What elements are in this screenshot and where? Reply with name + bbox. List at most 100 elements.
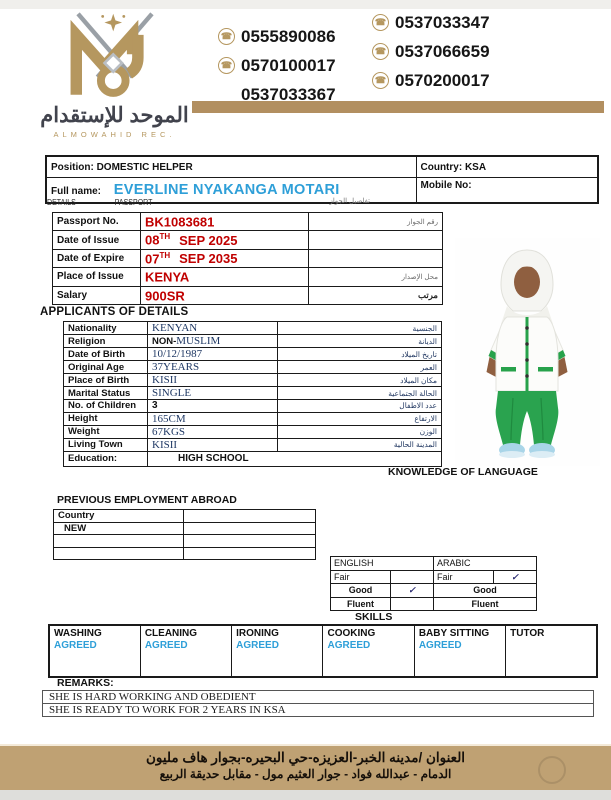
passport-caption: DETAILS PASSPORT xyxy=(47,198,399,211)
top-edge-strip xyxy=(0,0,611,9)
applicants-heading: APPLICANTS OF DETAILS xyxy=(40,306,189,318)
gold-divider-bar xyxy=(192,101,604,113)
phone-list-left: ☎ 0555890086 ☎ 0570100017 ☎ 0537033367 xyxy=(218,22,336,109)
position-value: DOMESTIC HELPER xyxy=(96,161,193,173)
skill-status: AGREED xyxy=(144,640,188,651)
table-row xyxy=(53,546,316,560)
table-row: Education: HIGH SCHOOL xyxy=(63,450,442,467)
table-row: Fair ✓ xyxy=(433,569,538,584)
table-row: Fluent xyxy=(330,596,435,611)
table-row: ENGLISH xyxy=(329,556,435,571)
phone-number: ☎ 0555890086 xyxy=(218,22,336,51)
english-good-check: ✓ xyxy=(389,583,435,598)
remark-line: SHE IS READY TO WORK FOR 2 YEARS IN KSA xyxy=(42,703,594,717)
fullname-cell: Full name: EVERLINE NYAKANGA MOTARI xyxy=(45,177,417,204)
skills-heading: SKILLS xyxy=(355,611,393,623)
skill-status: AGREED xyxy=(418,640,462,651)
country-label: Country: xyxy=(420,161,463,173)
table-row: NEW xyxy=(53,521,316,535)
previous-employment-heading: PREVIOUS EMPLOYMENT ABROAD xyxy=(57,494,237,506)
table-row: Country xyxy=(53,509,316,523)
phone-number: ☎ 0570100017 xyxy=(218,51,336,80)
table-row: Good xyxy=(432,583,538,598)
logo-arabic-title: الموحد للإستقدام xyxy=(40,104,189,127)
applicant-portrait-illustration xyxy=(455,238,600,466)
english-fluent-check xyxy=(389,596,435,611)
employment-table: Country NEW xyxy=(53,509,316,560)
identity-table: Position: DOMESTIC HELPER Country: KSA F… xyxy=(45,155,599,204)
skill-status: AGREED xyxy=(236,640,279,651)
table-row: Fair xyxy=(330,569,435,584)
applicant-photo xyxy=(455,238,600,466)
arabic-fair-check: ✓ xyxy=(492,569,538,584)
phone-icon: ☎ xyxy=(372,14,389,31)
mobile-label: Mobile No: xyxy=(420,180,472,191)
skill-cell: IRONING AGREED xyxy=(231,624,324,678)
remark-line: SHE IS HARD WORKING AND OBEDIENT xyxy=(42,690,594,704)
table-row: Living Town KISII المدينة الحالية xyxy=(63,437,442,452)
remarks-table: SHE IS HARD WORKING AND OBEDIENT SHE IS … xyxy=(42,690,594,717)
phone-number: ☎ 0537033347 xyxy=(372,8,490,37)
passport-table: Passport No. BK1083681 رقم الجواز Date o… xyxy=(52,211,443,305)
table-row: Salary 900SR مرتب xyxy=(52,285,443,305)
table-row: Date of Issue 08TH SEP 2025 xyxy=(52,230,443,250)
bottom-edge-strip xyxy=(0,790,611,800)
english-fair-check xyxy=(389,569,435,584)
phone-list-right: ☎ 0537033347 ☎ 0537066659 ☎ 0570200017 xyxy=(372,8,490,95)
footer-address-line1: العنوان /مدينه الخبر-العزيزه-حي البحيره-… xyxy=(145,750,466,765)
table-row: Height 165CM الارتفاع xyxy=(63,411,442,426)
phone-icon: ☎ xyxy=(372,72,389,89)
table-row: Place of Issue KENYA محل الإصدار xyxy=(52,267,443,287)
footer-address-bar: العنوان /مدينه الخبر-العزيزه-حي البحيره-… xyxy=(0,744,611,792)
arabic-language-table: ARABIC Fair ✓ Good Fluent xyxy=(432,556,538,611)
employment-country-value: NEW xyxy=(53,521,184,535)
table-row: ARABIC xyxy=(432,556,538,571)
phone-icon: ☎ xyxy=(372,43,389,60)
caption-passport: PASSPORT xyxy=(114,198,153,207)
table-row: Good ✓ xyxy=(330,583,435,598)
table-row: Nationality KENYAN الجنسية xyxy=(63,321,442,335)
skills-table: WASHING AGREED CLEANING AGREED IRONING A… xyxy=(48,624,598,678)
table-row: SHE IS READY TO WORK FOR 2 YEARS IN KSA xyxy=(42,703,594,717)
table-row: Place of Birth KISII مكان الميلاد xyxy=(63,373,442,387)
employment-country-header: Country xyxy=(53,509,184,523)
mobile-cell: Mobile No: xyxy=(415,177,599,204)
skill-cell: COOKING AGREED xyxy=(322,624,415,678)
language-name: ARABIC xyxy=(432,556,538,571)
english-language-table: ENGLISH Fair Good ✓ Fluent xyxy=(329,556,435,611)
logo-monogram-icon xyxy=(70,12,154,97)
language-name: ENGLISH xyxy=(329,556,435,571)
applicants-table: Nationality KENYAN الجنسية Religion NON-… xyxy=(63,321,442,467)
skill-cell: CLEANING AGREED xyxy=(139,624,233,678)
footer-address-line2: الدمام - عبدالله فواد - جوار العثيم مول … xyxy=(159,767,452,781)
table-row xyxy=(53,534,316,548)
table-row: Weight 67KGS الوزن xyxy=(63,424,442,439)
phone-icon: ☎ xyxy=(218,57,235,74)
footer-watermark-circle-icon xyxy=(538,756,566,784)
table-row: Marital Status SINGLE الحالة الجتماعية xyxy=(63,386,442,400)
skill-cell: BABY SITTING AGREED xyxy=(413,624,507,678)
skill-cell: TUTOR xyxy=(505,624,598,678)
knowledge-of-language-heading: KNOWLEDGE OF LANGUAGE xyxy=(388,466,538,478)
fullname-label: Full name: xyxy=(51,186,102,197)
table-row: Date of Expire 07TH SEP 2035 xyxy=(52,248,443,269)
position-cell: Position: DOMESTIC HELPER xyxy=(45,155,417,178)
position-label: Position: xyxy=(51,161,94,173)
table-row: Date of Birth 10/12/1987 تاريخ الميلاد xyxy=(63,347,442,361)
table-row: No. of Children 3 عدد الاطفال xyxy=(63,399,442,413)
table-row: Religion NON-MUSLIM الديانة xyxy=(63,334,442,348)
table-row: SHE IS HARD WORKING AND OBEDIENT xyxy=(42,690,594,704)
passport-caption-arabic: تفاصيل الجواز xyxy=(329,198,370,205)
logo-latin-subtitle: ALMOWAHID REC. xyxy=(53,130,176,139)
phone-icon: ☎ xyxy=(218,28,235,45)
skill-status: AGREED xyxy=(54,640,97,651)
skill-status: AGREED xyxy=(327,640,371,651)
remarks-heading: REMARKS: xyxy=(57,677,114,689)
education-value: HIGH SCHOOL xyxy=(147,450,442,467)
country-cell: Country: KSA xyxy=(415,155,599,178)
table-row: Fluent xyxy=(432,596,538,611)
fullname-value: EVERLINE NYAKANGA MOTARI xyxy=(113,182,340,198)
table-row: Original Age 37YEARS العمر xyxy=(63,360,442,374)
phone-number: ☎ 0570200017 xyxy=(372,66,490,95)
